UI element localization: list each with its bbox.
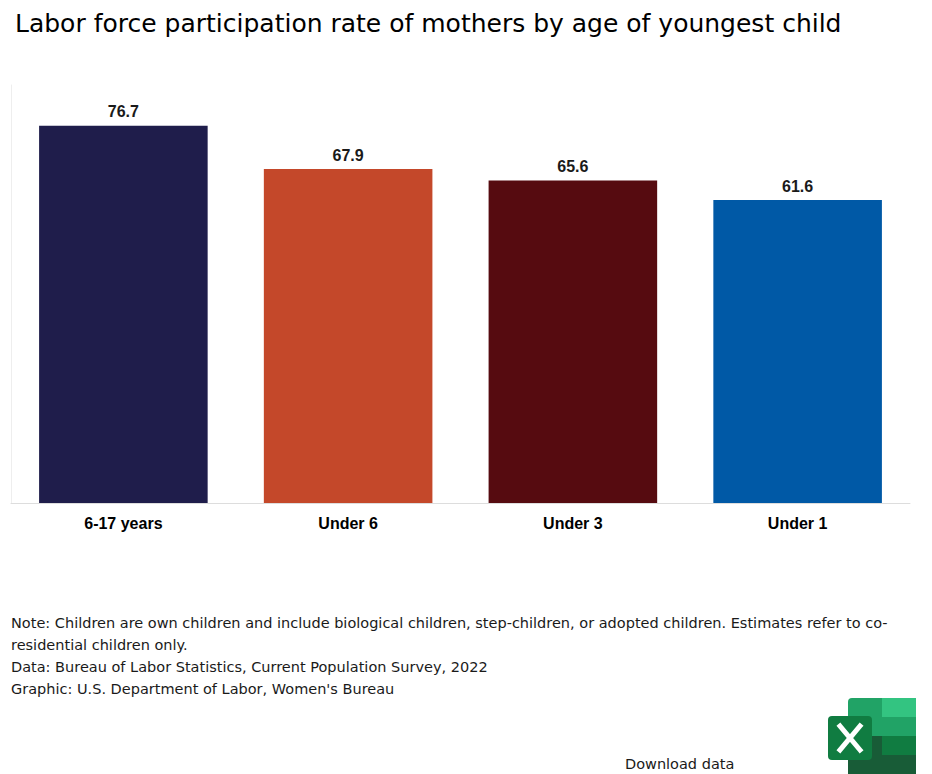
html-text:Download data: Download data [625,756,735,772]
svg-text:Under 1: Under 1 [768,515,828,532]
html-text:Data: Bureau of Labor Statisti: Data: Bureau of Labor Statistics, Curren… [11,659,488,675]
svg-text:Labor force participation rate: Labor force participation rate of mother… [15,9,842,38]
svg-text:Under 3: Under 3 [543,515,603,532]
svg-text:76.7: 76.7 [108,103,139,120]
svg-text:6-17 years: 6-17 years [84,515,162,532]
html-text:Graphic: U.S. Department of La: Graphic: U.S. Department of Labor, Women… [11,681,395,697]
html-text:Note: Children are own childre: Note: Children are own children and incl… [11,615,888,653]
svg-text:Under 6: Under 6 [318,515,378,532]
svg-text:67.9: 67.9 [333,147,364,164]
svg-text:61.6: 61.6 [782,178,813,195]
svg-text:65.6: 65.6 [557,158,588,175]
